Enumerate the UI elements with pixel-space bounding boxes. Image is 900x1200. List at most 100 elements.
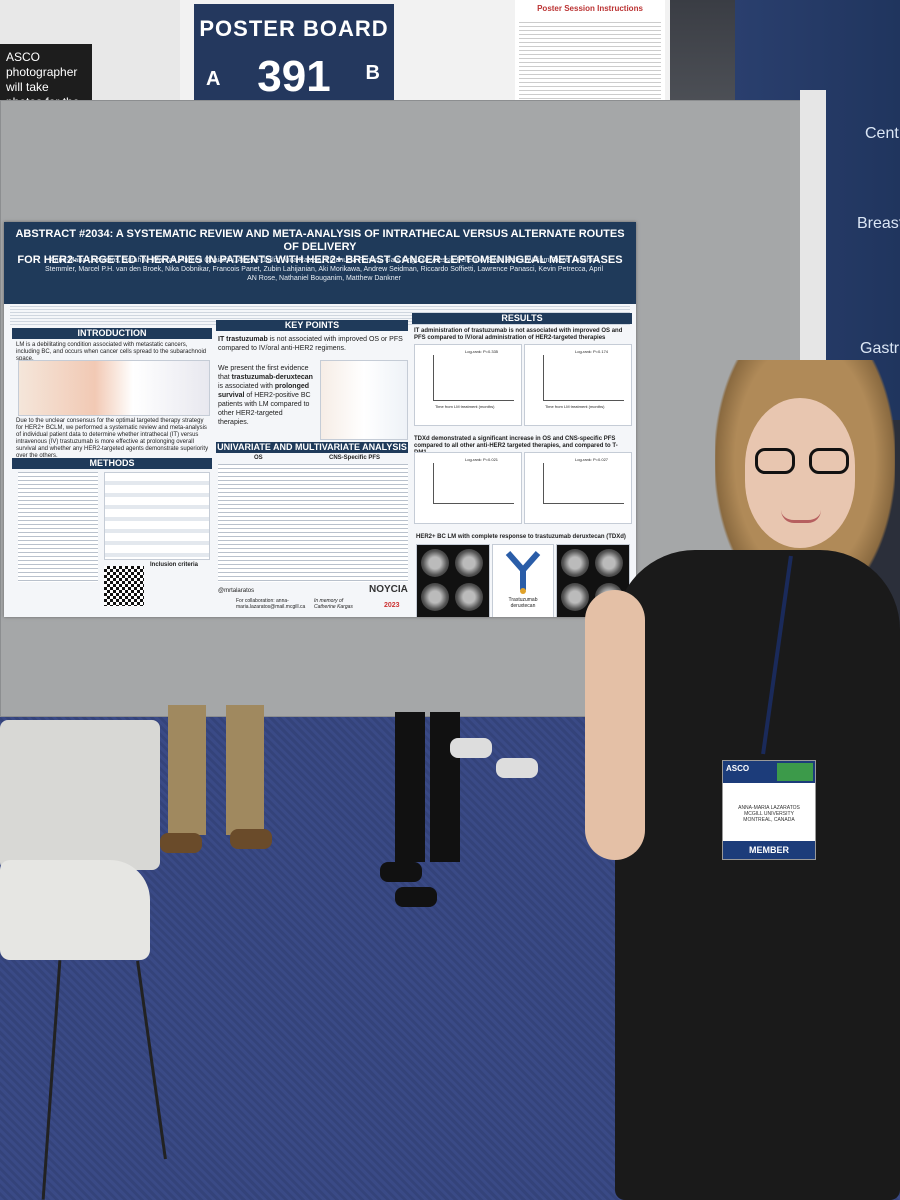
mri-scan <box>561 549 589 577</box>
intro-anatomy-figure <box>18 360 210 416</box>
pant-leg <box>168 705 206 835</box>
chair-leg <box>136 960 167 1160</box>
person-legs-back <box>450 712 550 792</box>
analysis-table <box>218 464 408 582</box>
key-point-1: IT trastuzumab is not associated with im… <box>218 335 408 353</box>
km-plot-1: Log-rank: P=0.335 Time from LM treatment… <box>414 344 522 426</box>
presenter-smile <box>781 510 821 523</box>
badge-name: ANNA-MARIA LAZARATOS <box>738 805 800 811</box>
poster-title-line-2: FOR HER2-TARGETED THERAPIES IN PATIENTS … <box>17 254 623 266</box>
person-legs-black <box>380 712 480 912</box>
mri-scan <box>421 549 449 577</box>
booth-word-2: Breast <box>857 215 900 232</box>
shoe <box>395 887 437 907</box>
km-plot-2-logrank: Log-rank: P=0.174 <box>575 349 609 354</box>
mri-scan <box>455 583 483 611</box>
km-plot-4-logrank: Log-rank: P=0.027 <box>575 457 609 462</box>
inclusion-criteria-label: Inclusion criteria <box>150 562 199 568</box>
km-plot-3-axes <box>433 463 514 504</box>
glasses-lens <box>755 448 795 474</box>
badge-city: MONTREAL, CANADA <box>743 817 795 823</box>
key-point-2-part-c: is associated with <box>218 383 275 390</box>
key-point-1-text: is not associated with improved OS or PF… <box>218 336 403 352</box>
mri-scan <box>421 583 449 611</box>
presenter <box>585 360 900 1200</box>
analysis-col-pfs: CNS-Specific PFS <box>329 455 381 461</box>
prisma-flowchart <box>104 472 210 560</box>
sponsor-logo: NOYCIA <box>369 584 408 595</box>
key-points-illustration <box>320 360 408 440</box>
analysis-col-os: OS <box>254 455 263 461</box>
key-point-1-emph: IT trastuzumab <box>218 336 268 343</box>
antibody-label: Trastuzumab deruxtecan <box>508 597 538 609</box>
mri-scan <box>561 583 589 611</box>
chair-leg <box>41 960 62 1200</box>
methods-header: METHODS <box>12 458 212 469</box>
pant-leg <box>226 705 264 835</box>
analysis-header: UNIVARIATE AND MULTIVARIATE ANALYSIS <box>216 442 408 453</box>
chair-back <box>0 720 160 870</box>
km-plot-1-logrank: Log-rank: P=0.335 <box>465 349 499 354</box>
key-point-2-drug: trastuzumab-deruxtecan <box>231 374 313 381</box>
km-plot-3-logrank: Log-rank: P=0.021 <box>465 457 499 462</box>
booth-word-1: Cent <box>865 125 899 142</box>
km-plot-1-xlabel: Time from LM treatment (months) <box>435 404 495 409</box>
shoe <box>230 829 272 849</box>
shoe <box>160 833 202 853</box>
footer-handle: @mrtalaratos <box>218 588 255 594</box>
poster-title: ABSTRACT #2034: A SYSTEMATIC REVIEW AND … <box>10 228 630 267</box>
shoe <box>496 758 538 778</box>
presenter-arm <box>585 590 645 860</box>
mri-scans-before <box>416 544 490 617</box>
key-point-2-survival: prolonged survival <box>218 383 310 399</box>
booth-word-3: Gastr <box>860 340 900 357</box>
session-instructions: Poster Session Instructions <box>515 0 665 110</box>
badge-ribbon <box>777 763 813 781</box>
poster-title-line-1: ABSTRACT #2034: A SYSTEMATIC REVIEW AND … <box>15 228 625 253</box>
footer-contact: For collaboration: anna-maria.lazaratos@… <box>236 598 306 610</box>
key-points-header: KEY POINTS <box>216 320 408 331</box>
km-plot-1-axes <box>433 355 514 401</box>
glasses-icon <box>755 448 853 478</box>
poster-board-letter-a: A <box>206 68 221 90</box>
research-poster: ABSTRACT #2034: A SYSTEMATIC REVIEW AND … <box>4 222 636 617</box>
km-plot-2-axes <box>543 355 624 401</box>
glasses-lens <box>809 448 849 474</box>
intro-text-2: Due to the unclear consensus for the opt… <box>16 418 209 459</box>
footer-memory: In memory of Catherine Kargas <box>314 598 353 610</box>
km-plot-3: Log-rank: P=0.021 <box>414 452 522 524</box>
antibody-figure: Trastuzumab deruxtecan <box>492 544 554 617</box>
shoe <box>450 738 492 758</box>
qr-code <box>104 566 144 606</box>
badge-text: ANNA-MARIA LAZARATOS MCGILL UNIVERSITY M… <box>727 805 811 823</box>
mri-scan <box>455 549 483 577</box>
key-point-2-part-e: of HER2-positive BC patients with LM com… <box>218 392 311 426</box>
shoe <box>380 862 422 882</box>
name-badge: ASCO ANNA-MARIA LAZARATOS MCGILL UNIVERS… <box>722 760 816 860</box>
results-finding-1: IT administration of trastuzumab is not … <box>414 328 623 341</box>
instructions-title: Poster Session Instructions <box>537 4 643 13</box>
results-finding-3: HER2+ BC LM with complete response to tr… <box>416 534 626 540</box>
intro-header: INTRODUCTION <box>12 328 212 339</box>
intro-text-1: LM is a debilitating condition associate… <box>16 342 207 362</box>
badge-affiliation: MCGILL UNIVERSITY <box>744 811 794 817</box>
key-point-2: We present the first evidence that trast… <box>218 364 314 427</box>
key-point-2-part-a: We present the first evidence that <box>218 365 309 381</box>
presenter-dress <box>615 550 900 1200</box>
antibody-icon <box>505 551 541 594</box>
km-plot-4: Log-rank: P=0.027 <box>524 452 632 524</box>
instructions-text-lines <box>519 19 661 99</box>
person-legs-khaki <box>160 705 280 875</box>
badge-member-type: MEMBER <box>723 841 815 859</box>
poster-board-letter-b: B <box>365 62 380 84</box>
sponsor-year: 2023 <box>384 602 400 609</box>
results-header: RESULTS <box>412 313 632 324</box>
poster-board-title: POSTER BOARD <box>199 16 389 41</box>
poster-header: ABSTRACT #2034: A SYSTEMATIC REVIEW AND … <box>4 222 636 304</box>
km-plot-2: Log-rank: P=0.174 Time from LM treatment… <box>524 344 632 426</box>
poster-authors: Anna-Maria Lazaratos, Sarah M. Maritan, … <box>44 257 604 282</box>
pant-leg <box>430 712 460 862</box>
poster-board-number: 391 <box>257 52 331 101</box>
mri-scan <box>595 549 623 577</box>
pant-leg <box>395 712 425 862</box>
